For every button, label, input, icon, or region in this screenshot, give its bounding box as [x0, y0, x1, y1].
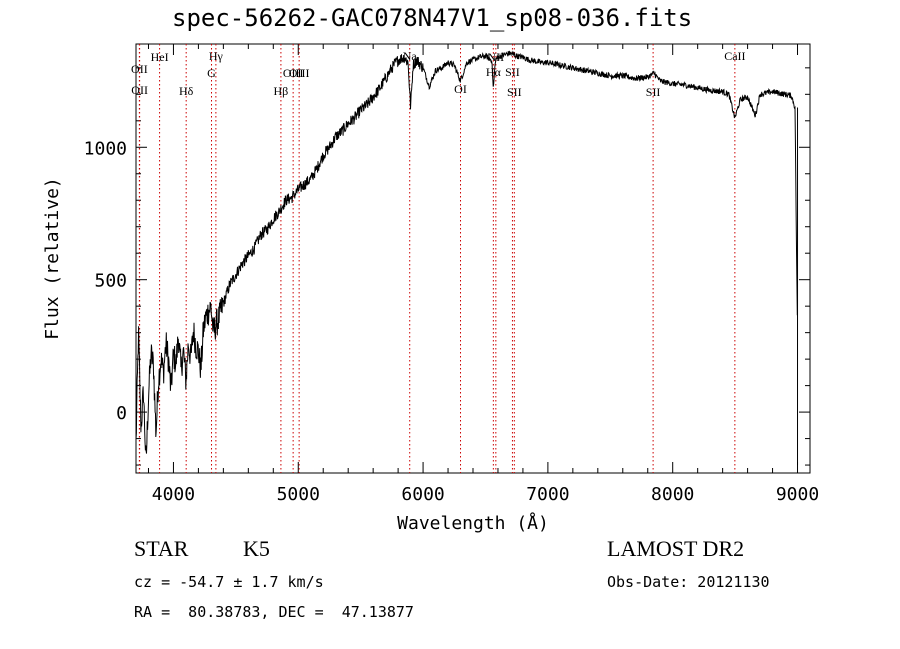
line-label: SII [505, 65, 520, 79]
x-tick-label: 9000 [776, 484, 819, 505]
obs-date-text: Obs-Date: 20121130 [607, 573, 770, 591]
line-label: SII [646, 85, 661, 99]
line-label: Hδ [179, 84, 194, 98]
line-label: OII [131, 83, 148, 97]
line-label: OI [454, 82, 467, 96]
redshift-text: cz = -54.7 ± 1.7 km/s [134, 573, 324, 591]
survey-name: LAMOST DR2 [607, 536, 745, 561]
line-label: OIII [289, 66, 310, 80]
line-label: G [207, 66, 216, 80]
y-tick-label: 0 [116, 403, 127, 424]
x-axis-label: Wavelength (Å) [397, 512, 549, 534]
object-class: STAR [134, 536, 189, 561]
x-tick-label: 5000 [277, 484, 320, 505]
plot-frame [135, 43, 811, 474]
line-label: NII [488, 50, 505, 64]
line-label: Hβ [274, 84, 289, 98]
object-subclass: K5 [243, 536, 270, 561]
line-label: OIII [283, 66, 304, 80]
chart-title: spec-56262-GAC078N47V1_sp08-036.fits [172, 4, 693, 32]
x-tick-label: 6000 [401, 484, 444, 505]
line-label: CaII [724, 49, 745, 63]
x-tick-label: 7000 [526, 484, 569, 505]
y-axis-label: Flux (relative) [42, 177, 63, 340]
line-label: Hγ [209, 49, 224, 63]
line-label: Hα [486, 65, 502, 79]
spectrum-line [135, 50, 798, 454]
y-tick-label: 1000 [84, 138, 127, 159]
x-tick-label: 8000 [651, 484, 694, 505]
x-tick-label: 4000 [152, 484, 195, 505]
line-label: HeI [151, 50, 169, 64]
radec-text: RA = 80.38783, DEC = 47.13877 [134, 603, 414, 621]
y-tick-label: 500 [94, 271, 127, 292]
line-label: SII [507, 85, 522, 99]
